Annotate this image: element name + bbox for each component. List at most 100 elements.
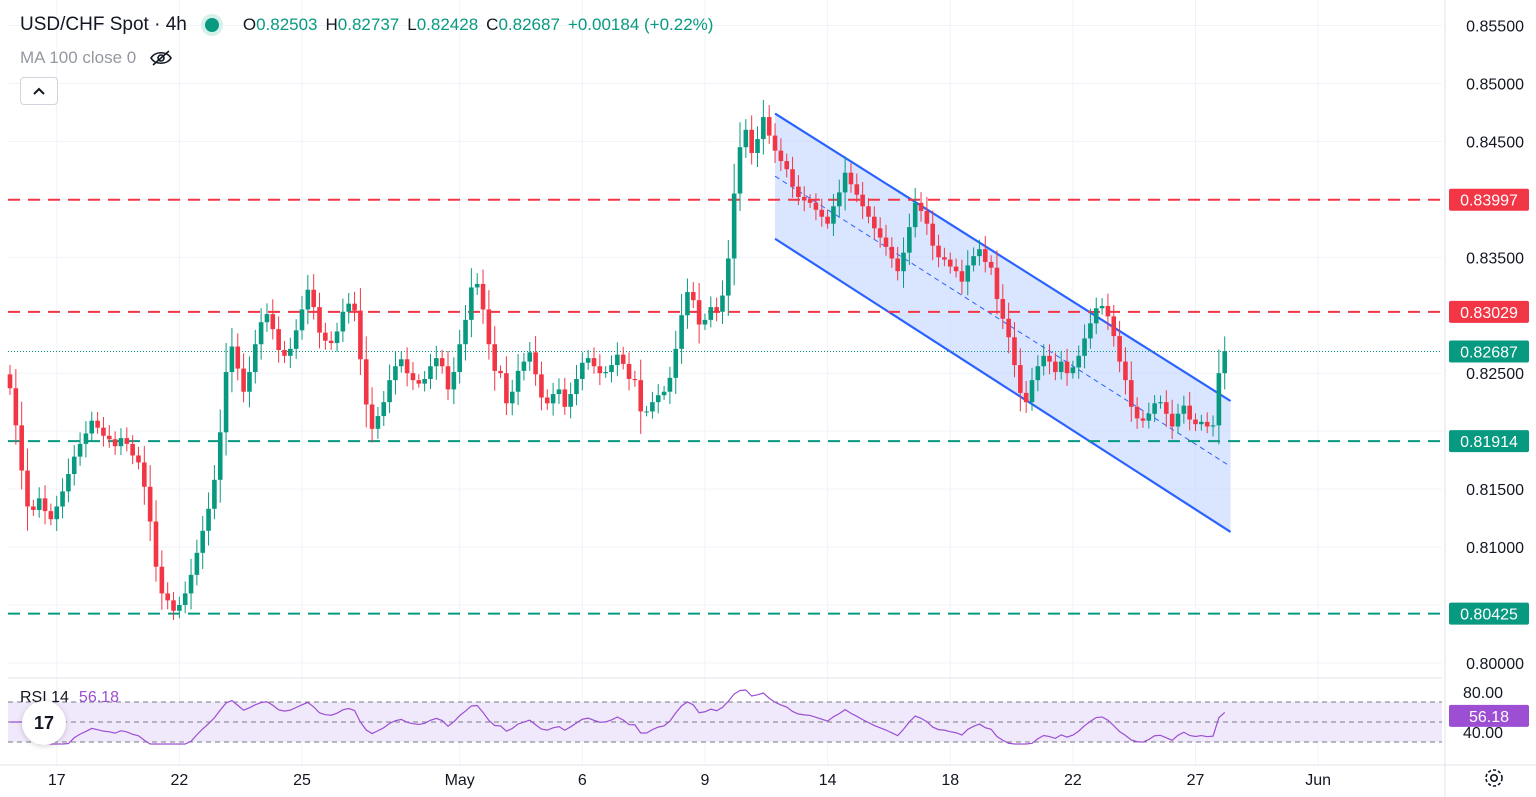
resistance-price-label: 0.83997 <box>1460 193 1518 210</box>
candle-body <box>930 223 936 246</box>
candle-body <box>749 129 754 153</box>
symbol-title[interactable]: USD/CHF Spot · 4h <box>20 14 187 35</box>
collapse-legend-button[interactable] <box>20 77 58 105</box>
candle-body <box>585 358 591 363</box>
candle-body <box>696 300 702 325</box>
candle-body <box>515 370 521 392</box>
candle-body <box>147 486 153 522</box>
candle-body <box>638 380 644 412</box>
candle-body <box>679 315 684 349</box>
candle-body <box>1187 405 1192 420</box>
close-value: 0.82687 <box>498 15 560 34</box>
candle-body <box>854 184 860 195</box>
candle-body <box>848 172 854 185</box>
ohlc-values: O0.82503 H0.82737 L0.82428 C0.82687 +0.0… <box>243 15 714 35</box>
candle-body <box>836 192 842 207</box>
high-label: H <box>325 15 338 34</box>
ma-indicator-label[interactable]: MA 100 close 0 <box>20 48 137 67</box>
candle-body <box>539 374 544 398</box>
candle-body <box>171 600 176 611</box>
candle-body <box>982 249 988 262</box>
candle-body <box>673 348 679 378</box>
candle-body <box>1169 413 1175 427</box>
candle-body <box>124 438 130 444</box>
candle-body <box>597 366 603 374</box>
candle-body <box>1193 419 1198 425</box>
support-price-label-bg <box>1449 430 1529 453</box>
candle-body <box>550 394 556 404</box>
candle-body <box>410 373 416 381</box>
candle-body <box>159 566 165 594</box>
candle-body <box>428 366 433 379</box>
candle-body <box>369 404 375 429</box>
candle-body <box>626 363 632 379</box>
eye-crossed-icon[interactable] <box>150 50 173 66</box>
candle-body <box>772 135 778 151</box>
candle-body <box>299 309 305 331</box>
candle-body <box>912 202 918 228</box>
candle-body <box>1105 305 1111 317</box>
candle-body <box>363 359 369 405</box>
candle-body <box>276 329 281 351</box>
tradingview-logo-icon[interactable]: 17 <box>22 701 66 745</box>
candle-body <box>323 332 328 341</box>
candle-body <box>988 261 994 268</box>
candle-body <box>568 394 573 407</box>
open-label: O <box>242 15 257 34</box>
y-tick-label: 0.83500 <box>1466 250 1524 267</box>
candle-body <box>1093 308 1099 324</box>
rsi-legend[interactable]: RSI 14 56.18 <box>20 689 119 707</box>
candle-body <box>591 358 597 367</box>
candle-body <box>1222 351 1228 374</box>
rsi-value-legend: 56.18 <box>78 689 119 706</box>
candle-body <box>1000 299 1006 319</box>
candle-body <box>95 420 100 428</box>
candle-body <box>71 456 77 475</box>
x-tick-label: 9 <box>701 772 710 789</box>
candle-body <box>200 530 206 553</box>
rsi-value-tag: 56.18 <box>1469 709 1509 726</box>
candle-body <box>737 147 743 194</box>
candle-body <box>924 210 930 224</box>
candle-body <box>486 309 492 345</box>
candle-body <box>474 283 480 288</box>
channel-lower-line <box>774 237 1232 533</box>
low-label: L <box>407 15 417 34</box>
candle-body <box>101 427 106 436</box>
x-tick-label: May <box>445 772 475 789</box>
candle-body <box>801 197 807 201</box>
candles <box>7 99 1228 620</box>
open-value: 0.82503 <box>256 15 318 34</box>
high-value: 0.82737 <box>337 15 400 34</box>
candle-body <box>1012 337 1017 366</box>
candle-body <box>889 246 895 259</box>
x-tick-label: 22 <box>1064 772 1082 789</box>
candle-body <box>825 216 830 224</box>
x-tick-label: 27 <box>1187 772 1205 789</box>
candle-body <box>217 432 223 480</box>
candle-body <box>1099 305 1105 309</box>
candle-body <box>1047 355 1052 362</box>
candle-body <box>439 358 445 367</box>
candle-body <box>235 346 241 369</box>
candle-body <box>1204 421 1210 427</box>
candle-body <box>977 249 982 257</box>
candle-body <box>860 194 865 207</box>
candle-body <box>947 259 953 267</box>
gear-icon[interactable] <box>1483 767 1505 789</box>
ma-indicator-row[interactable]: MA 100 close 0 <box>20 48 173 68</box>
y-tick-label: 0.85000 <box>1466 76 1524 93</box>
rsi-value-tag-bg <box>1449 704 1529 727</box>
market-status-icon[interactable] <box>204 18 219 32</box>
candle-body <box>901 252 906 272</box>
candle-body <box>1128 380 1134 407</box>
candle-body <box>685 292 690 316</box>
candle-body <box>667 377 673 392</box>
candle-body <box>1123 361 1128 381</box>
candle-body <box>708 307 714 320</box>
candle-body <box>469 287 474 320</box>
candle-body <box>1140 418 1146 421</box>
low-value: 0.82428 <box>416 15 479 34</box>
candle-body <box>574 378 579 395</box>
